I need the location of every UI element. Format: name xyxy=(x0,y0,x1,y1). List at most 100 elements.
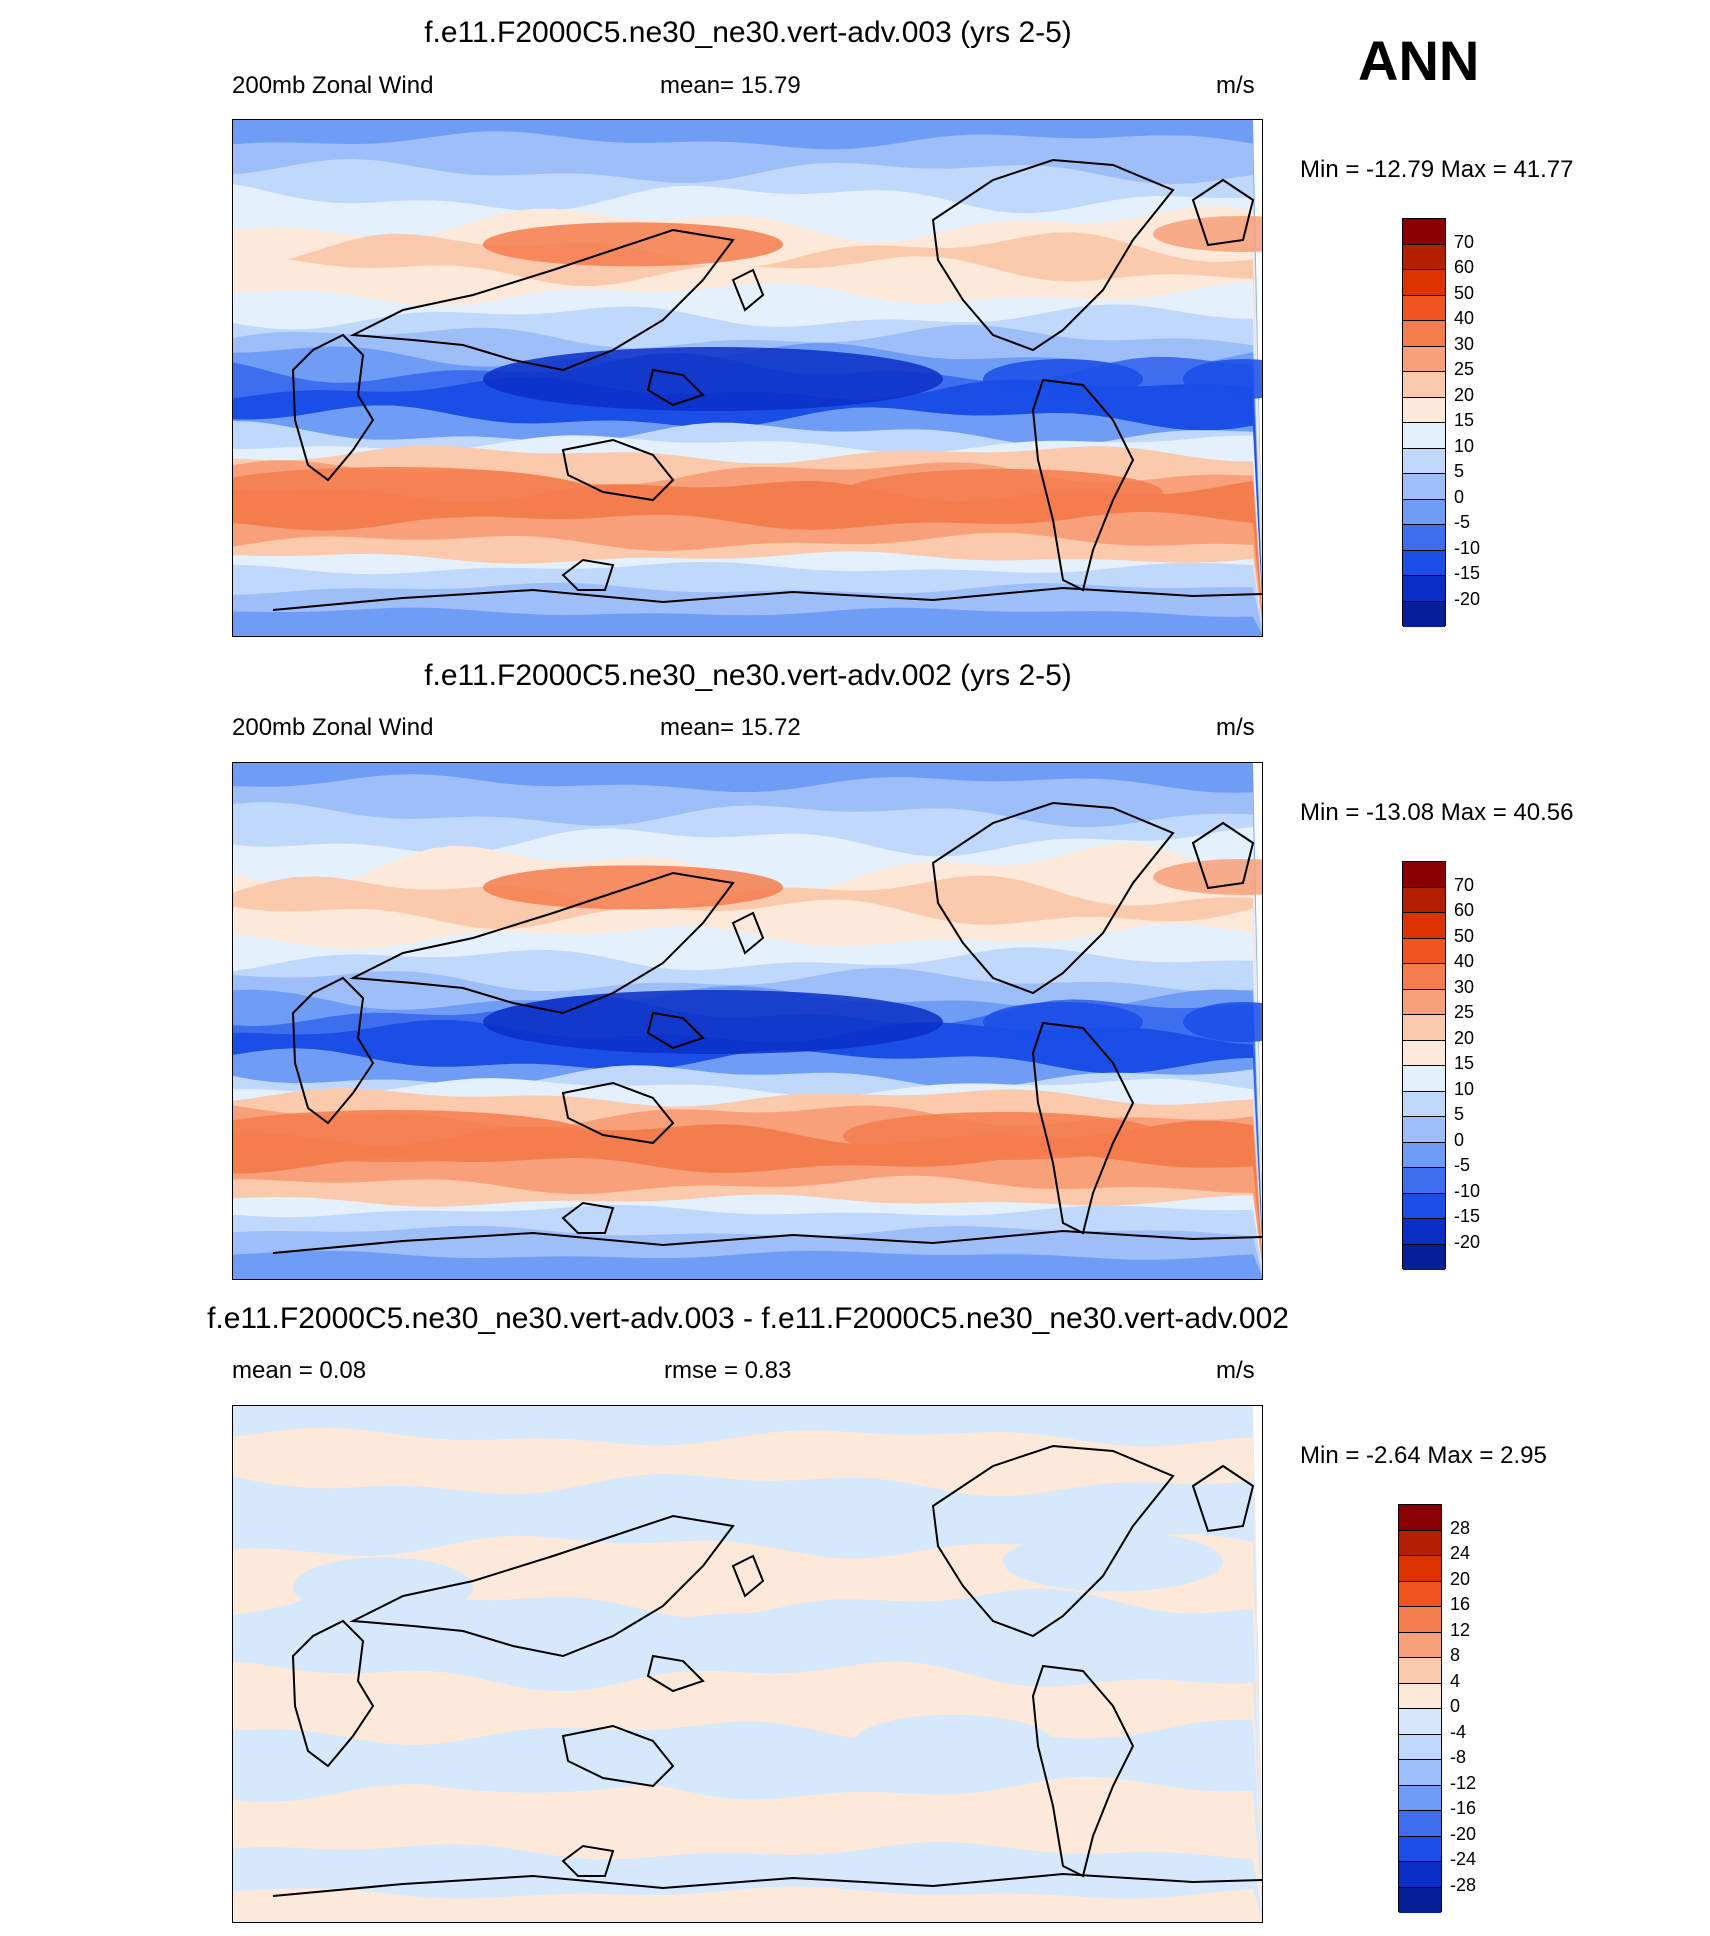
colorbar-swatch xyxy=(1399,1658,1441,1684)
contour-core xyxy=(1183,1002,1262,1042)
panel2-map xyxy=(232,762,1263,1280)
colorbar-swatch xyxy=(1403,1193,1445,1219)
coastline xyxy=(1191,1464,1255,1533)
colorbar-tick-label: 50 xyxy=(1454,282,1475,303)
colorbar-tick-label: -10 xyxy=(1454,1180,1481,1201)
colorbar-tick-label: 40 xyxy=(1454,951,1475,971)
colorbar-tick-label: 0 xyxy=(1454,486,1465,507)
colorbar-tick-label: -10 xyxy=(1454,537,1481,558)
panel1-variable-label: 200mb Zonal Wind xyxy=(232,72,434,99)
colorbar-tick-label: -8 xyxy=(1450,1747,1467,1767)
panel3-title: f.e11.F2000C5.ne30_ne30.vert-adv.003 - f… xyxy=(207,1302,1289,1335)
colorbar-swatch xyxy=(1403,576,1445,602)
colorbar-tick-label: 0 xyxy=(1454,1129,1465,1150)
contour-core xyxy=(1153,215,1262,252)
colorbar-tick-label: 70 xyxy=(1454,874,1475,895)
colorbar-swatch xyxy=(1399,1581,1441,1607)
contour-core xyxy=(293,1557,473,1618)
colorbar-tick-label: 30 xyxy=(1454,333,1475,354)
panel2-units-label: m/s xyxy=(1216,714,1255,741)
colorbar-swatch xyxy=(1403,346,1445,372)
colorbar-tick-label: -15 xyxy=(1454,1206,1481,1226)
colorbar-tick-label: -4 xyxy=(1450,1721,1467,1742)
colorbar-swatch xyxy=(1403,550,1445,576)
coastline xyxy=(561,1081,675,1145)
colorbar-tick-label: 60 xyxy=(1454,257,1475,277)
contour-core xyxy=(393,1744,673,1793)
contour-core xyxy=(843,1111,1163,1160)
colorbar-tick-label: -20 xyxy=(1450,1823,1477,1844)
colorbar-tick-label: 15 xyxy=(1454,410,1475,430)
panel3-colorbar xyxy=(1398,1504,1442,1913)
contour-core xyxy=(1003,1531,1223,1592)
colorbar-swatch xyxy=(1403,321,1445,347)
colorbar-tick-label: 20 xyxy=(1450,1568,1471,1589)
coastline xyxy=(731,268,765,312)
coastline xyxy=(272,1872,1262,1897)
colorbar-swatch xyxy=(1399,1505,1441,1531)
colorbar-tick-label: 60 xyxy=(1454,900,1475,920)
coastline xyxy=(291,333,375,482)
colorbar-swatch xyxy=(1403,1142,1445,1168)
coastline xyxy=(1191,821,1255,890)
colorbar-swatch xyxy=(1403,219,1445,245)
coastline xyxy=(291,1619,375,1768)
coastline xyxy=(349,1514,735,1658)
panel1-title: f.e11.F2000C5.ne30_ne30.vert-adv.003 (yr… xyxy=(424,16,1072,49)
coastline xyxy=(646,1654,705,1693)
contour-core xyxy=(853,1714,1053,1771)
coastline xyxy=(731,1554,765,1598)
colorbar-swatch xyxy=(1403,913,1445,939)
coastline xyxy=(561,1844,615,1877)
panel3-rmse-label: rmse = 0.83 xyxy=(664,1357,792,1384)
panel3-units-label: m/s xyxy=(1216,1357,1255,1384)
panel2-variable-label: 200mb Zonal Wind xyxy=(232,714,434,741)
contour-core xyxy=(483,990,943,1054)
colorbar-swatch xyxy=(1403,1219,1445,1245)
panel2-mean-label: mean= 15.72 xyxy=(660,714,801,741)
panel1-colorbar xyxy=(1402,218,1446,627)
colorbar-swatch xyxy=(1403,1015,1445,1041)
colorbar-tick-label: 4 xyxy=(1450,1670,1461,1691)
panel3-min-max: Min = -2.64 Max = 2.95 xyxy=(1300,1442,1547,1469)
colorbar-tick-label: 8 xyxy=(1450,1645,1461,1665)
colorbar-swatch xyxy=(1403,1091,1445,1117)
colorbar-tick-label: 28 xyxy=(1450,1517,1471,1538)
panel1-units-label: m/s xyxy=(1216,72,1255,99)
coastline xyxy=(561,1201,615,1234)
panel1-min-max: Min = -12.79 Max = 41.77 xyxy=(1300,156,1574,183)
colorbar-swatch xyxy=(1403,1244,1445,1270)
coastline xyxy=(272,586,1262,611)
coastline xyxy=(646,368,705,407)
colorbar-swatch xyxy=(1403,964,1445,990)
colorbar-swatch xyxy=(1403,1040,1445,1066)
colorbar-tick-label: 24 xyxy=(1450,1543,1471,1563)
colorbar-tick-label: 15 xyxy=(1454,1053,1475,1073)
panel2-title: f.e11.F2000C5.ne30_ne30.vert-adv.002 (yr… xyxy=(424,659,1072,692)
contour-core xyxy=(983,1002,1143,1042)
colorbar-tick-label: -16 xyxy=(1450,1798,1477,1818)
coastline xyxy=(931,1444,1175,1638)
colorbar-swatch xyxy=(1403,862,1445,888)
colorbar-swatch xyxy=(1399,1811,1441,1837)
panel2-colorbar xyxy=(1402,861,1446,1270)
coastline xyxy=(731,911,765,955)
colorbar-tick-label: 5 xyxy=(1454,1104,1465,1124)
colorbar-tick-label: 0 xyxy=(1450,1696,1461,1716)
colorbar-swatch xyxy=(1399,1734,1441,1760)
colorbar-tick-label: -15 xyxy=(1454,563,1481,583)
colorbar-tick-label: 30 xyxy=(1454,976,1475,997)
colorbar-swatch xyxy=(1403,397,1445,423)
colorbar-swatch xyxy=(1403,295,1445,321)
colorbar-swatch xyxy=(1403,1117,1445,1143)
coastline xyxy=(561,558,615,591)
colorbar-tick-label: 70 xyxy=(1454,231,1475,252)
colorbar-swatch xyxy=(1403,525,1445,551)
colorbar-swatch xyxy=(1403,499,1445,525)
contour-core xyxy=(633,1613,873,1666)
panel1-mean-label: mean= 15.79 xyxy=(660,72,801,99)
contour-core xyxy=(233,466,593,519)
coastline xyxy=(349,228,735,372)
contour-core xyxy=(843,468,1163,517)
colorbar-tick-label: 12 xyxy=(1450,1619,1471,1640)
